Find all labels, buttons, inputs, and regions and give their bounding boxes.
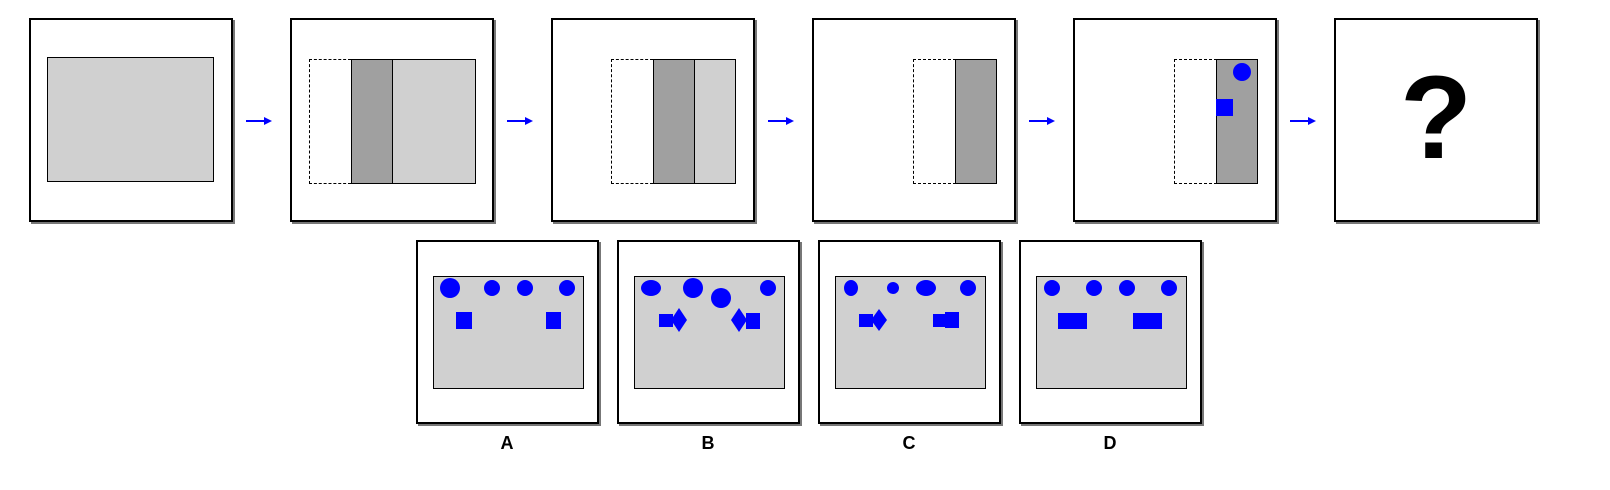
option-a[interactable] bbox=[416, 240, 599, 424]
sequence-frame-5 bbox=[1073, 18, 1277, 222]
option-b-shapes bbox=[641, 278, 776, 332]
sequence-frame-1 bbox=[29, 18, 233, 222]
light-gray-strip bbox=[694, 59, 736, 184]
dark-gray-strip bbox=[653, 59, 695, 184]
blue-circle-icon bbox=[1233, 63, 1251, 81]
dark-gray-strip bbox=[955, 59, 997, 184]
gray-panel bbox=[433, 276, 584, 389]
option-d[interactable] bbox=[1019, 240, 1202, 424]
sequence-frame-3 bbox=[551, 18, 755, 222]
blue-square-icon bbox=[1216, 99, 1233, 116]
dark-gray-strip bbox=[1216, 59, 1258, 184]
option-b-label: B bbox=[701, 433, 715, 453]
option-c-shapes bbox=[844, 280, 976, 331]
option-b[interactable] bbox=[617, 240, 800, 424]
arrow-right-icon bbox=[246, 117, 272, 125]
dashed-empty-strip bbox=[913, 59, 956, 184]
arrow-right-icon bbox=[1029, 117, 1055, 125]
light-gray-strip bbox=[392, 59, 476, 184]
arrow-right-icon bbox=[1290, 117, 1316, 125]
gray-panel bbox=[47, 57, 214, 182]
dark-gray-strip bbox=[351, 59, 393, 184]
gray-panel bbox=[1036, 276, 1187, 389]
option-d-label: D bbox=[1103, 433, 1117, 453]
question-mark: ? bbox=[1399, 52, 1473, 184]
dashed-empty-strip bbox=[1174, 59, 1217, 184]
gray-panel bbox=[634, 276, 785, 389]
dashed-empty-strip bbox=[611, 59, 653, 184]
question-frame bbox=[1334, 18, 1538, 222]
option-c[interactable] bbox=[818, 240, 1001, 424]
sequence-frame-4 bbox=[812, 18, 1016, 222]
option-a-shapes bbox=[440, 278, 575, 329]
option-a-label: A bbox=[500, 433, 514, 453]
sequence-frame-2 bbox=[290, 18, 494, 222]
gray-panel bbox=[835, 276, 986, 389]
dashed-empty-strip bbox=[309, 59, 351, 184]
arrow-right-icon bbox=[768, 117, 794, 125]
option-c-label: C bbox=[902, 433, 916, 453]
arrow-right-icon bbox=[507, 117, 533, 125]
option-d-shapes bbox=[1044, 280, 1177, 329]
